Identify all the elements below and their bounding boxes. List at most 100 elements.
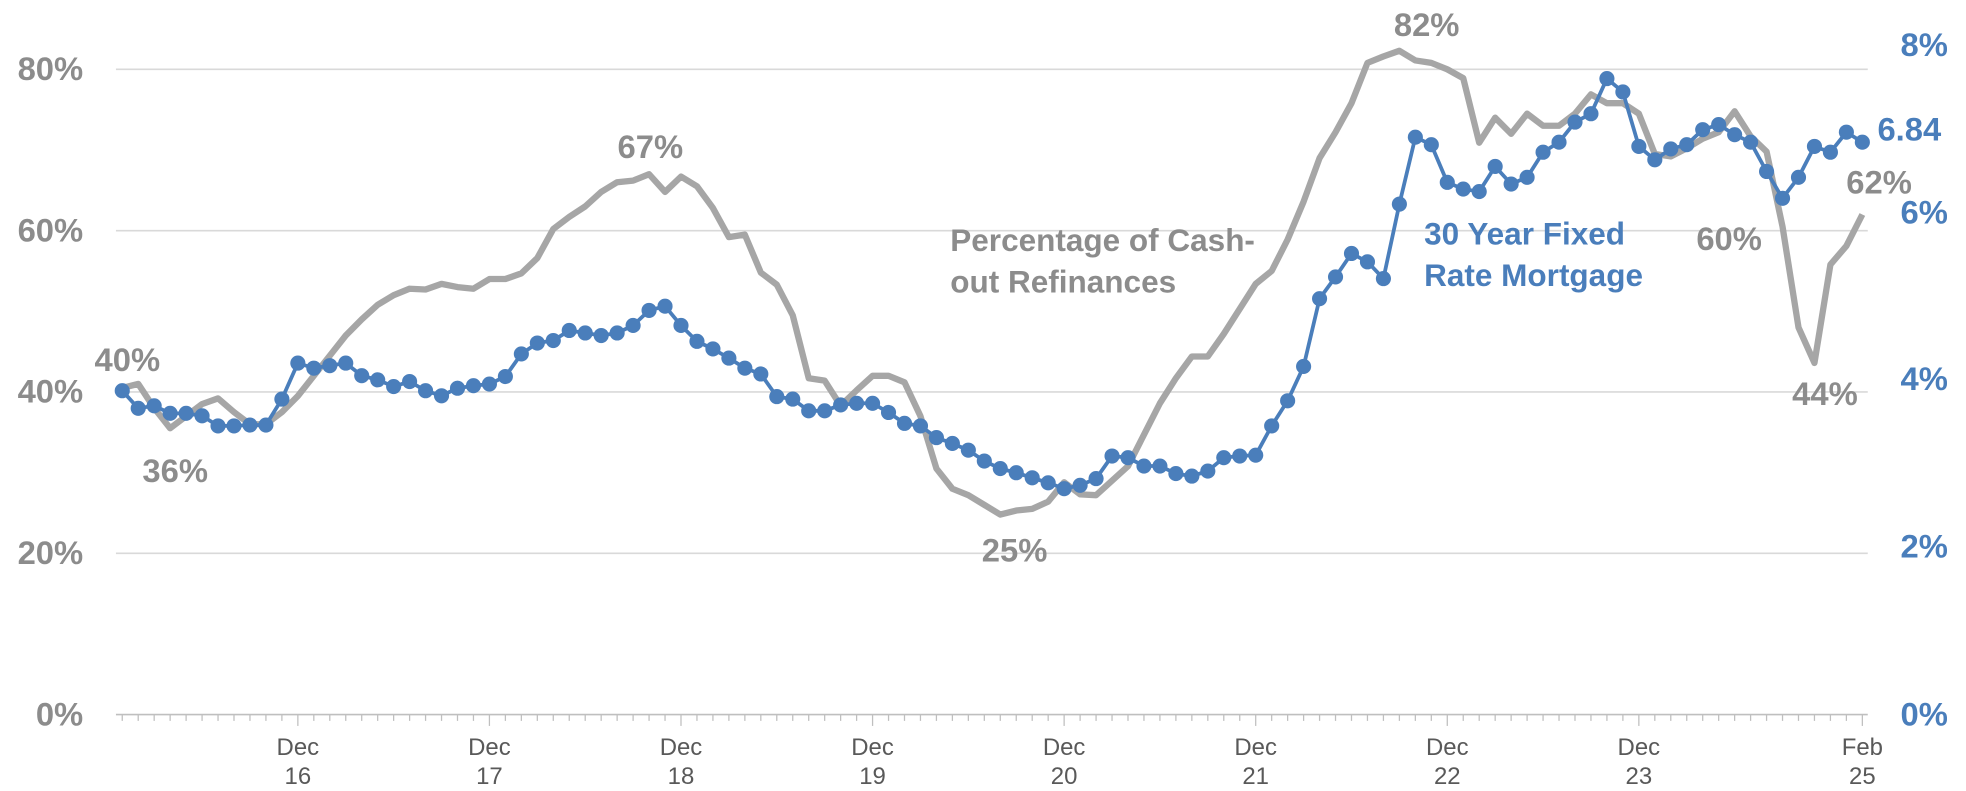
- point: [1647, 152, 1663, 168]
- point: [370, 372, 386, 388]
- point: [992, 460, 1008, 477]
- point: [1248, 447, 1264, 463]
- annotation: 60%: [1696, 219, 1762, 258]
- point: [1583, 106, 1599, 122]
- point: [258, 417, 274, 433]
- point: [1471, 184, 1487, 200]
- point: [673, 317, 689, 334]
- point: [465, 378, 482, 394]
- annotation: 25%: [981, 531, 1048, 570]
- series-label: 30 Year Fixed Rate Mortgage: [1424, 216, 1643, 294]
- point: [1120, 450, 1136, 466]
- point: [1296, 358, 1312, 375]
- y2-tick-label: 4%: [1900, 360, 1948, 399]
- point: [849, 395, 865, 411]
- point: [1455, 181, 1471, 197]
- point: [1631, 138, 1647, 154]
- series-label: Percentage of Cash- out Refinances: [950, 223, 1255, 300]
- point: [1343, 245, 1360, 262]
- point: [1551, 134, 1567, 150]
- point: [753, 366, 769, 382]
- point: [1679, 137, 1695, 153]
- point: [1088, 471, 1104, 487]
- point: [1200, 463, 1216, 479]
- point: [896, 415, 913, 431]
- point: [114, 383, 130, 399]
- point: [1487, 158, 1503, 175]
- point: [1535, 144, 1551, 160]
- point: [1854, 134, 1870, 150]
- y2-tick-label: 0%: [1900, 695, 1948, 733]
- point: [1168, 466, 1184, 482]
- point: [1695, 122, 1711, 138]
- point: [593, 327, 609, 344]
- point: [1056, 481, 1072, 497]
- annotation: 67%: [617, 127, 684, 166]
- point: [1184, 468, 1200, 484]
- point: [433, 388, 450, 404]
- point: [290, 355, 306, 371]
- point: [306, 360, 322, 376]
- point: [513, 346, 529, 362]
- point: [1439, 174, 1455, 190]
- point: [1663, 141, 1679, 157]
- point: [194, 408, 210, 424]
- point: [449, 380, 466, 396]
- point: [769, 389, 785, 405]
- point: [146, 398, 162, 414]
- point: [545, 332, 561, 349]
- point: [1216, 450, 1232, 466]
- point: [1615, 84, 1631, 100]
- point: [1375, 271, 1391, 287]
- y-tick-label: 40%: [17, 372, 84, 411]
- point: [338, 355, 354, 371]
- point: [689, 333, 705, 349]
- point: [1104, 448, 1120, 464]
- x-tick-label: Dec 16: [276, 734, 320, 791]
- point: [657, 298, 673, 314]
- point: [641, 302, 657, 318]
- point: [785, 391, 801, 407]
- x-tick-label: Dec 22: [1425, 734, 1469, 791]
- point: [242, 417, 258, 433]
- x-tick-label: Dec 21: [1234, 734, 1277, 791]
- point: [1327, 269, 1344, 285]
- point: [497, 368, 513, 385]
- point: [944, 435, 960, 452]
- point: [130, 400, 146, 416]
- point: [1232, 448, 1248, 464]
- point: [976, 453, 992, 469]
- point: [737, 360, 753, 376]
- point: [1136, 458, 1152, 474]
- point: [1072, 477, 1088, 493]
- point: [354, 368, 370, 384]
- point: [1280, 393, 1296, 409]
- point: [1567, 114, 1583, 130]
- x-tick-label: Dec 17: [468, 734, 511, 791]
- point: [1519, 169, 1535, 185]
- point: [226, 418, 242, 434]
- point: [609, 325, 625, 341]
- point: [561, 322, 577, 339]
- point: [1024, 470, 1040, 486]
- point: [1503, 176, 1519, 192]
- annotation: 40%: [94, 340, 161, 379]
- y-tick-label: 60%: [17, 211, 84, 249]
- point: [1743, 134, 1759, 150]
- point: [1822, 144, 1838, 160]
- point: [1838, 124, 1854, 140]
- point: [1727, 127, 1743, 143]
- x-tick-label: Dec 20: [1042, 734, 1086, 791]
- point: [880, 404, 897, 421]
- point: [1040, 475, 1056, 491]
- y-tick-label: 20%: [17, 533, 84, 572]
- point: [1312, 291, 1328, 307]
- annotation: 82%: [1393, 5, 1460, 44]
- point: [322, 358, 338, 374]
- point: [178, 405, 194, 421]
- x-tick-label: Dec 18: [659, 734, 703, 791]
- point: [1407, 129, 1423, 145]
- point: [481, 376, 497, 392]
